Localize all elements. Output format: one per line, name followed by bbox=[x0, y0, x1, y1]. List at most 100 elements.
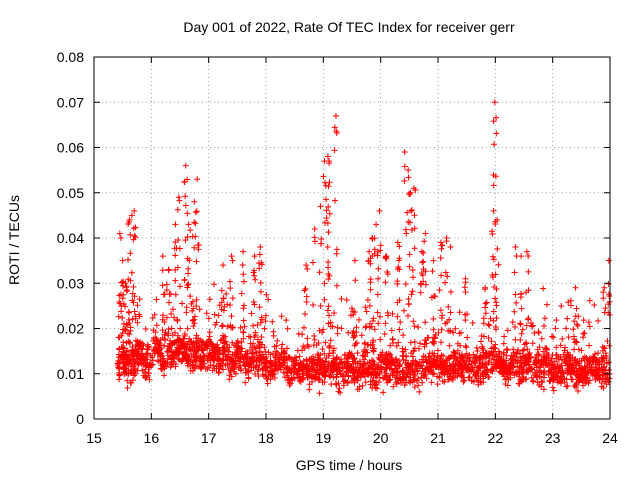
data-point-marker bbox=[287, 367, 294, 374]
data-point-marker bbox=[418, 248, 425, 255]
data-point-marker bbox=[525, 252, 532, 259]
data-point-marker bbox=[490, 308, 497, 315]
data-point-marker bbox=[352, 364, 359, 371]
data-point-marker bbox=[490, 171, 497, 178]
data-point-marker bbox=[134, 302, 141, 309]
data-point-marker bbox=[152, 334, 159, 341]
data-point-marker bbox=[205, 315, 212, 322]
data-point-marker bbox=[462, 317, 469, 324]
data-point-marker bbox=[491, 141, 498, 148]
data-point-marker bbox=[278, 313, 285, 320]
data-point-marker bbox=[309, 378, 316, 385]
data-point-marker bbox=[131, 372, 138, 379]
data-point-marker bbox=[489, 253, 496, 260]
data-point-marker bbox=[569, 376, 576, 383]
data-point-marker bbox=[240, 335, 247, 342]
data-point-marker bbox=[127, 277, 134, 284]
data-point-marker bbox=[131, 352, 138, 359]
data-point-marker bbox=[431, 335, 438, 342]
data-point-marker bbox=[405, 174, 412, 181]
data-point-marker bbox=[203, 341, 210, 348]
data-point-marker bbox=[374, 291, 381, 298]
data-point-marker bbox=[297, 359, 304, 366]
data-point-marker bbox=[335, 388, 342, 395]
data-point-marker bbox=[338, 325, 345, 332]
data-point-marker bbox=[240, 271, 247, 278]
data-point-marker bbox=[517, 294, 524, 301]
y-tick-label: 0.03 bbox=[57, 275, 84, 291]
data-point-marker bbox=[591, 302, 598, 309]
data-point-marker bbox=[373, 221, 380, 228]
data-point-marker bbox=[191, 343, 198, 350]
data-point-marker bbox=[406, 251, 413, 258]
data-point-marker bbox=[192, 220, 199, 227]
data-point-marker bbox=[303, 293, 310, 300]
data-point-marker bbox=[411, 225, 418, 232]
data-point-marker bbox=[320, 326, 327, 333]
data-point-marker bbox=[230, 357, 237, 364]
data-point-marker bbox=[160, 291, 167, 298]
data-point-marker bbox=[515, 380, 522, 387]
data-point-marker bbox=[121, 365, 128, 372]
data-point-marker bbox=[407, 191, 414, 198]
data-point-marker bbox=[118, 308, 125, 315]
data-point-marker bbox=[376, 207, 383, 214]
data-point-marker bbox=[172, 221, 179, 228]
data-point-marker bbox=[248, 310, 255, 317]
data-point-marker bbox=[121, 371, 128, 378]
data-point-marker bbox=[184, 354, 191, 361]
data-point-marker bbox=[482, 349, 489, 356]
data-point-marker bbox=[281, 374, 288, 381]
data-point-marker bbox=[553, 344, 560, 351]
data-point-marker bbox=[212, 353, 219, 360]
data-point-marker bbox=[429, 268, 436, 275]
data-point-marker bbox=[139, 352, 146, 359]
data-point-marker bbox=[316, 375, 323, 382]
data-point-marker bbox=[517, 337, 524, 344]
data-point-marker bbox=[345, 372, 352, 379]
data-point-marker bbox=[595, 317, 602, 324]
data-point-marker bbox=[429, 350, 436, 357]
data-point-marker bbox=[291, 354, 298, 361]
data-point-marker bbox=[462, 342, 469, 349]
data-point-marker bbox=[481, 286, 488, 293]
data-point-marker bbox=[572, 356, 579, 363]
data-point-marker bbox=[132, 337, 139, 344]
data-point-marker bbox=[411, 384, 418, 391]
data-point-marker bbox=[154, 349, 161, 356]
data-point-marker bbox=[211, 311, 218, 318]
data-point-marker bbox=[220, 356, 227, 363]
data-point-marker bbox=[359, 360, 366, 367]
data-point-marker bbox=[285, 374, 292, 381]
data-point-marker bbox=[200, 356, 207, 363]
data-point-marker bbox=[126, 309, 133, 316]
data-point-marker bbox=[554, 368, 561, 375]
data-point-marker bbox=[309, 360, 316, 367]
data-point-marker bbox=[281, 349, 288, 356]
data-point-marker bbox=[142, 326, 149, 333]
data-point-marker bbox=[189, 317, 196, 324]
data-point-marker bbox=[430, 370, 437, 377]
data-point-marker bbox=[515, 347, 522, 354]
data-point-marker bbox=[170, 354, 177, 361]
data-point-marker bbox=[124, 377, 131, 384]
data-point-marker bbox=[380, 358, 387, 365]
data-point-marker bbox=[415, 382, 422, 389]
data-point-marker bbox=[523, 362, 530, 369]
data-point-marker bbox=[466, 374, 473, 381]
x-tick-label: 18 bbox=[258, 430, 274, 446]
data-point-marker bbox=[158, 344, 165, 351]
data-point-marker bbox=[171, 314, 178, 321]
data-point-marker bbox=[159, 253, 166, 260]
data-point-marker bbox=[447, 328, 454, 335]
data-point-marker bbox=[446, 316, 453, 323]
data-point-marker bbox=[297, 376, 304, 383]
data-point-marker bbox=[116, 372, 123, 379]
data-point-marker bbox=[119, 314, 126, 321]
data-point-marker bbox=[125, 355, 132, 362]
data-point-marker bbox=[323, 196, 330, 203]
data-point-marker bbox=[132, 371, 139, 378]
data-point-marker bbox=[371, 235, 378, 242]
data-point-marker bbox=[517, 357, 524, 364]
data-point-marker bbox=[212, 321, 219, 328]
